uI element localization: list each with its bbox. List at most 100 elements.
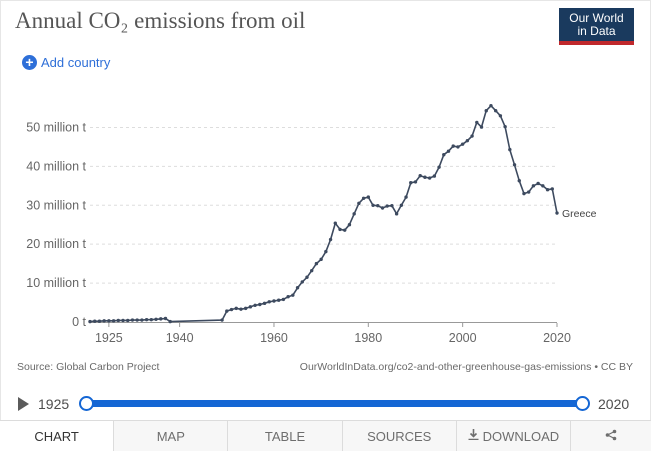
data-point bbox=[465, 138, 470, 143]
timeline: 1925 2020 bbox=[0, 390, 651, 418]
data-point bbox=[135, 318, 139, 322]
data-point bbox=[508, 147, 512, 152]
add-country-label: Add country bbox=[41, 54, 111, 70]
series-label: Greece bbox=[562, 208, 597, 220]
data-point bbox=[328, 237, 333, 242]
data-point bbox=[102, 319, 106, 323]
data-point bbox=[159, 317, 163, 321]
data-point bbox=[93, 319, 97, 323]
data-point bbox=[163, 316, 168, 321]
tab-table[interactable]: TABLE bbox=[228, 421, 343, 451]
tab-map[interactable]: MAP bbox=[114, 421, 229, 451]
y-tick-label: 40 million t bbox=[26, 159, 86, 173]
data-point bbox=[130, 318, 135, 322]
data-point bbox=[140, 318, 144, 322]
data-point bbox=[276, 298, 281, 302]
add-country-button[interactable]: + Add country bbox=[22, 53, 110, 71]
data-point bbox=[239, 307, 243, 311]
x-tick-label: 1960 bbox=[260, 331, 288, 345]
tab-sources[interactable]: SOURCES bbox=[342, 421, 457, 451]
data-point bbox=[300, 280, 304, 284]
plus-circle-icon: + bbox=[22, 54, 37, 70]
data-point bbox=[144, 317, 149, 322]
data-point bbox=[475, 120, 479, 125]
data-point bbox=[541, 184, 545, 188]
data-point bbox=[545, 188, 550, 192]
data-point bbox=[550, 187, 554, 191]
data-point bbox=[258, 302, 262, 307]
data-point bbox=[168, 319, 172, 324]
tab-download[interactable]: DOWNLOAD bbox=[456, 421, 572, 451]
x-tick-label: 2000 bbox=[449, 331, 477, 345]
timeline-end-handle[interactable] bbox=[575, 396, 590, 411]
y-tick-label: 30 million t bbox=[26, 198, 86, 212]
data-point bbox=[97, 319, 102, 323]
data-point bbox=[347, 223, 352, 227]
data-point bbox=[366, 195, 371, 199]
data-point bbox=[286, 295, 290, 299]
data-point bbox=[281, 297, 286, 302]
data-point bbox=[295, 286, 300, 290]
data-point bbox=[460, 142, 465, 146]
data-point bbox=[253, 303, 257, 307]
data-point bbox=[437, 165, 441, 169]
data-point bbox=[111, 319, 116, 323]
data-point bbox=[324, 249, 328, 254]
data-point bbox=[121, 318, 125, 323]
data-point bbox=[116, 318, 121, 323]
data-point bbox=[409, 181, 413, 185]
data-point bbox=[343, 228, 347, 232]
x-tick-label: 1980 bbox=[354, 331, 382, 345]
source-note[interactable]: Source: Global Carbon Project bbox=[17, 361, 160, 373]
data-point bbox=[446, 149, 451, 153]
data-point bbox=[357, 201, 361, 206]
data-point bbox=[126, 318, 130, 323]
y-tick-label: 10 million t bbox=[26, 276, 86, 290]
data-point bbox=[498, 114, 503, 118]
tab-chart[interactable]: CHART bbox=[0, 421, 115, 451]
data-point bbox=[526, 190, 531, 194]
y-tick-label: 0 t bbox=[72, 315, 86, 329]
y-tick-label: 50 million t bbox=[26, 120, 86, 134]
data-point bbox=[305, 275, 309, 279]
data-point bbox=[479, 125, 484, 129]
data-point bbox=[423, 175, 427, 179]
owid-logo[interactable]: Our World in Data bbox=[559, 8, 634, 45]
share-button[interactable] bbox=[571, 421, 651, 451]
x-tick-label: 1925 bbox=[95, 331, 123, 345]
timeline-start-year: 1925 bbox=[38, 396, 70, 412]
logo-line-2: in Data bbox=[577, 24, 616, 38]
chart-title: Annual CO₂ emissions from oil bbox=[15, 8, 306, 33]
y-tick-label: 20 million t bbox=[26, 237, 86, 251]
data-point bbox=[418, 174, 422, 178]
credit-note[interactable]: OurWorldInData.org/co2-and-other-greenho… bbox=[299, 361, 633, 373]
download-icon bbox=[468, 429, 479, 443]
tab-download-label: DOWNLOAD bbox=[482, 428, 560, 444]
data-point bbox=[503, 124, 507, 129]
data-point bbox=[512, 163, 517, 167]
data-point bbox=[88, 319, 92, 324]
data-point bbox=[536, 181, 540, 186]
data-point bbox=[531, 184, 536, 188]
data-point bbox=[489, 103, 493, 108]
timeline-start-handle[interactable] bbox=[79, 396, 94, 411]
x-tick-label: 1940 bbox=[166, 331, 194, 345]
data-point bbox=[484, 109, 488, 113]
line-chart: 0 t 10 million t 20 million t 30 million t 4… bbox=[26, 103, 597, 345]
data-point bbox=[225, 309, 229, 313]
play-icon[interactable] bbox=[18, 397, 29, 411]
tab-table-label: TABLE bbox=[264, 428, 306, 444]
data-point bbox=[522, 191, 526, 196]
tab-sources-label: SOURCES bbox=[367, 428, 432, 444]
data-point bbox=[229, 307, 234, 312]
timeline-track[interactable] bbox=[86, 400, 583, 407]
data-point bbox=[385, 204, 389, 208]
data-point bbox=[310, 268, 314, 273]
data-point bbox=[361, 196, 366, 200]
data-point bbox=[262, 301, 267, 306]
data-point bbox=[234, 306, 238, 311]
data-point bbox=[451, 144, 455, 148]
series-line-greece bbox=[89, 104, 558, 323]
tab-chart-label: CHART bbox=[34, 428, 79, 444]
tab-map-label: MAP bbox=[156, 428, 185, 444]
